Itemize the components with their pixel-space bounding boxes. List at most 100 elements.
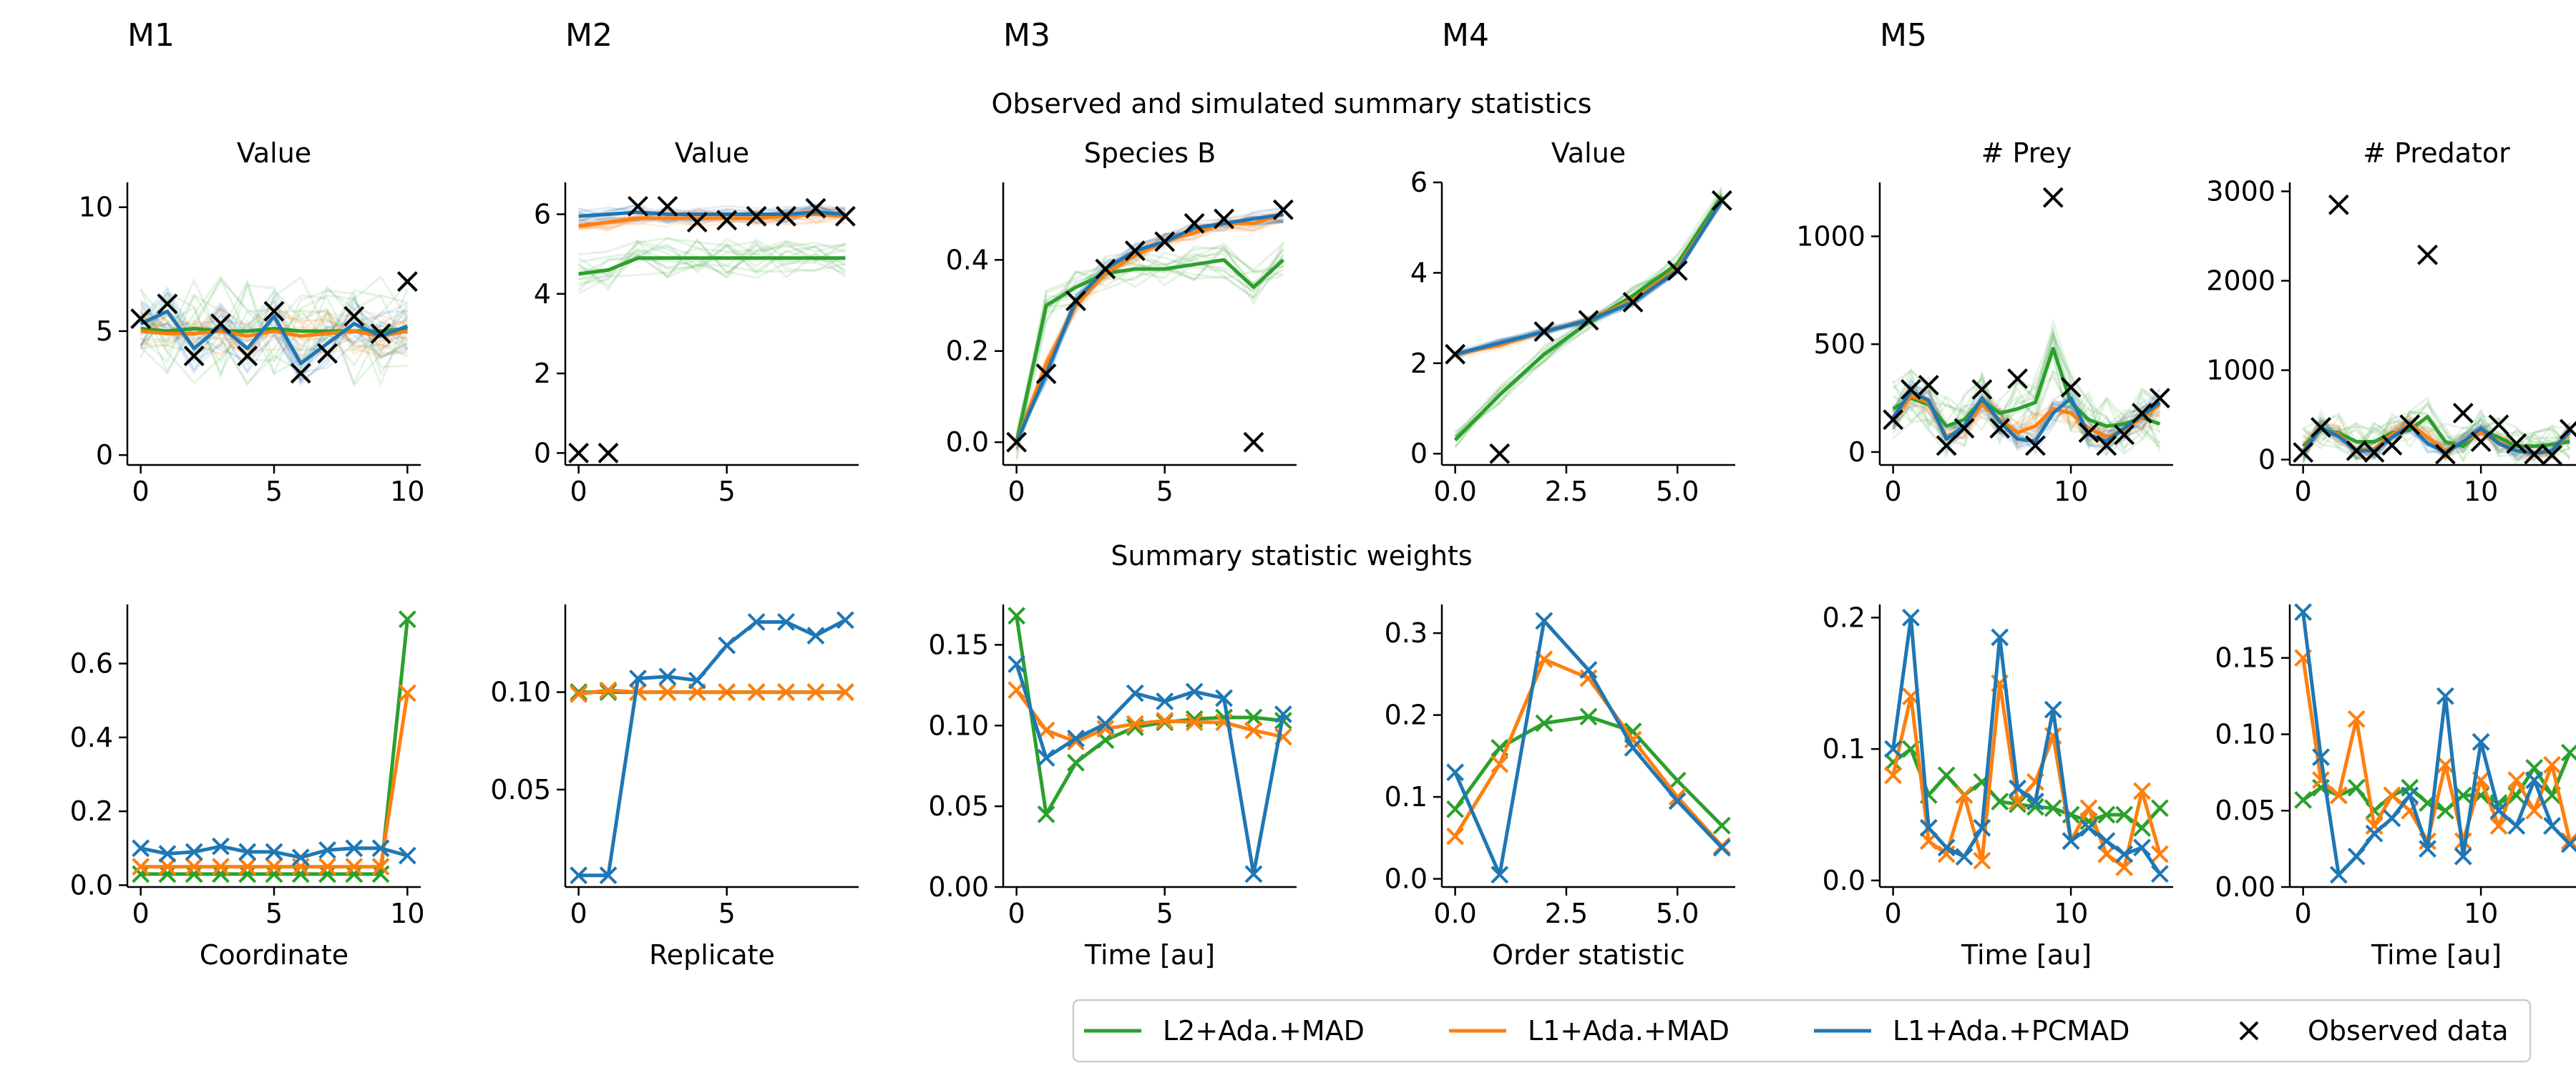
observed-marker bbox=[2381, 435, 2403, 456]
series-marker-l1-ada-mad bbox=[1244, 721, 1263, 740]
x-tick-label: 0 bbox=[132, 898, 150, 929]
x-axis-label: Order statistic bbox=[1492, 939, 1685, 971]
series-line-l2-ada-mad bbox=[578, 256, 846, 276]
simulation-line-l2-ada-mad bbox=[577, 238, 846, 279]
x-tick-label: 0 bbox=[1885, 476, 1902, 507]
series-marker-l1-ada-pcmad bbox=[212, 837, 230, 856]
observed-marker bbox=[568, 442, 590, 464]
y-tick-label: 0.05 bbox=[928, 790, 989, 822]
series-marker-l1-ada-pcmad bbox=[265, 843, 283, 861]
series-marker-l1-ada-mad bbox=[570, 685, 588, 703]
series-marker-l1-ada-mad bbox=[1491, 755, 1509, 773]
simulation-line-l2-ada-mad bbox=[140, 275, 409, 367]
observed-marker bbox=[2488, 414, 2509, 436]
observed-marker bbox=[1065, 290, 1086, 312]
legend-entry-l1-pcmad: L1+Ada.+PCMAD bbox=[1814, 1015, 2129, 1047]
observed-marker bbox=[1124, 240, 1146, 261]
y-tick-label: 0.15 bbox=[2215, 642, 2275, 674]
series-marker-l1-ada-pcmad bbox=[2560, 835, 2576, 853]
series-marker-l1-ada-pcmad bbox=[2115, 845, 2134, 863]
series-marker-l1-ada-pcmad bbox=[2436, 687, 2454, 705]
series-marker-l1-ada-pcmad bbox=[688, 671, 706, 690]
observed-marker bbox=[1006, 431, 1028, 453]
series-marker-l1-ada-pcmad bbox=[398, 846, 416, 865]
observed-marker bbox=[1489, 443, 1511, 464]
observed-marker bbox=[210, 313, 231, 334]
simulation-line-l2-ada-mad bbox=[2303, 411, 2571, 462]
series-marker-l1-ada-pcmad bbox=[1008, 655, 1026, 673]
x-tick-label: 10 bbox=[2054, 476, 2088, 507]
x-tick-label: 10 bbox=[2464, 476, 2498, 507]
series-marker-l1-ada-pcmad bbox=[2472, 733, 2490, 751]
simulation-line-l1-ada-pcmad bbox=[1455, 203, 1723, 357]
simulation-line-l2-ada-mad bbox=[1015, 246, 1284, 431]
y-tick-label: 0.1 bbox=[1823, 733, 1865, 765]
legend-entry-observed: Observed data bbox=[2239, 1015, 2509, 1047]
simulation-line-l1-ada-mad bbox=[578, 207, 846, 232]
x-axis-label: Time [au] bbox=[1084, 939, 1215, 971]
model-label-m4: M4 bbox=[1442, 17, 1489, 54]
series-marker-l1-ada-pcmad bbox=[1446, 763, 1465, 782]
observed-marker bbox=[2025, 435, 2046, 456]
series-marker-l2-ada-mad bbox=[398, 610, 416, 629]
observed-marker bbox=[2060, 377, 2082, 398]
y-tick-label: 0 bbox=[96, 439, 113, 471]
series-marker-l1-ada-mad bbox=[1126, 715, 1144, 733]
series-marker-l1-ada-mad bbox=[1624, 730, 1642, 749]
series-marker-l1-ada-mad bbox=[238, 858, 257, 876]
section-title-bottom: Summary statistic weights bbox=[1111, 540, 1472, 572]
series-marker-l2-ada-mad bbox=[212, 865, 230, 883]
series-line-l1-ada-mad bbox=[1015, 689, 1284, 744]
legend-swatch-observed bbox=[2239, 1021, 2259, 1041]
observed-marker bbox=[317, 343, 338, 364]
series-marker-l1-ada-mad bbox=[718, 683, 736, 702]
observed-marker bbox=[1971, 379, 1993, 400]
legend-label-l2-mad: L2+Ada.+MAD bbox=[1163, 1015, 1365, 1047]
observed-marker bbox=[1936, 435, 1957, 456]
y-tick-label: 0.3 bbox=[1385, 617, 1428, 649]
series-marker-l1-ada-pcmad bbox=[2454, 847, 2472, 866]
observed-marker bbox=[2096, 435, 2117, 456]
series-marker-l1-ada-mad bbox=[158, 858, 177, 876]
y-tick-label: 0.2 bbox=[946, 335, 989, 367]
panel-bot3: 0 5 0.00 0.05 0.10 0.15 Time [au] bbox=[928, 604, 1297, 971]
x-tick-label: 5.0 bbox=[1656, 476, 1699, 507]
series-marker-l2-ada-mad bbox=[1037, 805, 1055, 823]
series-marker-l2-ada-mad bbox=[2436, 801, 2454, 820]
series-marker-l2-ada-mad bbox=[265, 865, 283, 883]
observed-marker bbox=[1154, 231, 1176, 253]
x-tick-label: 0 bbox=[2295, 898, 2312, 929]
y-tick-label: 0.6 bbox=[70, 648, 113, 680]
x-tick-label: 5 bbox=[265, 898, 283, 929]
y-tick-label: 0.00 bbox=[2215, 871, 2275, 903]
y-tick-label: 0.2 bbox=[70, 795, 113, 827]
series-marker-l1-ada-pcmad bbox=[1919, 818, 1938, 837]
y-tick-label: 4 bbox=[534, 278, 551, 310]
series-marker-l1-ada-mad bbox=[2347, 710, 2366, 728]
simulation-line-l2-ada-mad bbox=[1892, 353, 2161, 459]
series-marker-l1-ada-pcmad bbox=[2097, 832, 2116, 851]
series-marker-l2-ada-mad bbox=[2044, 799, 2062, 818]
y-tick-label: 0.0 bbox=[70, 869, 113, 901]
panel-top4: 0.0 2.5 5.0 0 2 4 6 Value bbox=[1410, 137, 1735, 507]
y-tick-label: 1000 bbox=[1796, 220, 1865, 252]
series-marker-l2-ada-mad bbox=[1668, 771, 1687, 790]
simulation-line-l1-ada-pcmad bbox=[140, 301, 409, 369]
series-marker-l1-ada-mad bbox=[629, 683, 647, 702]
observed-marker bbox=[290, 363, 311, 384]
observed-marker bbox=[2542, 444, 2562, 466]
y-tick-label: 0.10 bbox=[928, 710, 989, 741]
series-marker-l1-ada-mad bbox=[2009, 793, 2026, 810]
simulation-line-l1-ada-mad bbox=[1015, 209, 1284, 445]
series-marker-l1-ada-mad bbox=[599, 681, 618, 700]
series-marker-l2-ada-mad bbox=[1535, 714, 1553, 733]
y-tick-label: 3000 bbox=[2206, 176, 2275, 207]
observed-marker bbox=[2506, 433, 2527, 454]
y-tick-label: 0 bbox=[534, 437, 551, 469]
simulation-line-l2-ada-mad bbox=[1892, 318, 2160, 447]
simulation-line-l2-ada-mad bbox=[140, 275, 409, 387]
y-tick-label: 2000 bbox=[2206, 265, 2275, 297]
observed-marker bbox=[1035, 363, 1057, 384]
observed-marker bbox=[396, 271, 418, 293]
simulation-line-l2-ada-mad bbox=[578, 237, 847, 281]
